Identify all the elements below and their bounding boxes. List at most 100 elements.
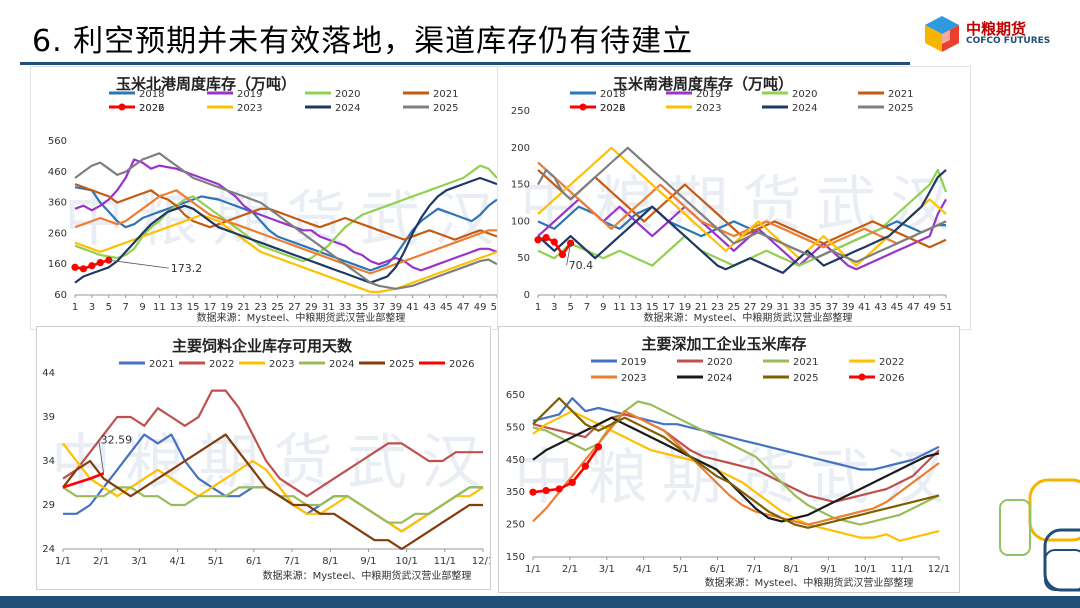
x-tick-label: 5/1 <box>208 556 224 567</box>
x-tick-label: 27 <box>744 302 757 313</box>
y-tick-label: 550 <box>506 422 525 433</box>
x-tick-label: 11 <box>153 302 166 313</box>
legend-label: 2024 <box>707 373 732 384</box>
x-tick-label: 41 <box>406 302 419 313</box>
series-point-2026 <box>542 233 550 242</box>
y-tick-label: 0 <box>524 290 530 301</box>
legend-label: 2023 <box>621 373 646 384</box>
x-tick-label: 45 <box>440 302 453 313</box>
legend-label: 2026 <box>600 103 625 114</box>
x-tick-label: 9/1 <box>820 564 836 575</box>
x-tick-label: 27 <box>288 302 301 313</box>
series-point-2026 <box>105 256 113 264</box>
y-tick-label: 250 <box>511 106 530 117</box>
legend-label: 2026 <box>449 359 474 370</box>
logo-text-en: COFCO FUTURES <box>966 36 1051 46</box>
legend-label: 2024 <box>329 359 354 370</box>
x-tick-label: 23 <box>254 302 267 313</box>
legend-label: 2020 <box>335 89 360 100</box>
series-line-2025 <box>74 152 498 290</box>
x-tick-label: 43 <box>423 302 436 313</box>
series-line-2020 <box>74 164 498 263</box>
y-tick-label: 34 <box>42 456 55 467</box>
corner-decoration <box>999 478 1080 592</box>
legend-marker <box>579 103 587 111</box>
y-tick-label: 24 <box>42 544 55 555</box>
legend-marker <box>858 373 866 381</box>
x-tick-label: 37 <box>825 302 838 313</box>
series-point-2026 <box>567 239 575 247</box>
x-tick-label: 11 <box>613 302 626 313</box>
x-tick-label: 43 <box>874 302 887 313</box>
bottom-bar <box>0 596 1080 608</box>
series-line-2025 <box>537 146 947 263</box>
x-tick-label: 31 <box>322 302 335 313</box>
series-line-2021 <box>74 183 498 241</box>
x-tick-label: 5 <box>567 302 573 313</box>
legend-marker <box>118 103 126 111</box>
x-tick-label: 29 <box>760 302 773 313</box>
chart-panel-deep: 中粮期货武汉 主要深加工企业玉米库存 2019 2020 2021 2022 2023 202… <box>498 326 960 593</box>
legend-label: 2021 <box>888 89 913 100</box>
logo-text-cn: 中粮期货 <box>966 20 1027 38</box>
series-line-2024 <box>74 176 498 284</box>
series-line-2022 <box>532 410 940 542</box>
y-tick-label: 350 <box>506 487 525 498</box>
legend-label: 2021 <box>149 359 174 370</box>
company-logo: 中粮期货 COFCO FUTURES <box>922 14 1062 62</box>
source-note-deep: 数据来源：Mysteel、中粮期货武汉营业部整理 <box>705 576 914 589</box>
series-line-2024 <box>537 169 947 274</box>
y-tick-label: 50 <box>517 253 530 264</box>
x-tick-label: 15 <box>646 302 659 313</box>
x-tick-label: 21 <box>237 302 250 313</box>
legend-label: 2018 <box>600 89 625 100</box>
legend-label: 2019 <box>696 89 721 100</box>
chart-title-deep: 主要深加工企业玉米库存 <box>641 335 806 353</box>
chart-title-south: 玉米南港周度库存（万吨） <box>613 75 793 93</box>
annotation-leader <box>566 243 572 266</box>
y-tick-label: 200 <box>511 143 530 154</box>
x-tick-label: 12/1 <box>472 556 490 567</box>
legend-label: 2025 <box>793 373 818 384</box>
x-tick-label: 15 <box>187 302 200 313</box>
title-underline <box>20 62 910 65</box>
legend-label: 2026 <box>139 103 164 114</box>
legend-label: 2022 <box>879 357 904 368</box>
x-tick-label: 9 <box>139 302 145 313</box>
x-tick-label: 45 <box>891 302 904 313</box>
y-tick-label: 650 <box>506 390 525 401</box>
series-point-2026 <box>568 478 576 487</box>
y-tick-label: 150 <box>511 180 530 191</box>
y-tick-label: 60 <box>54 290 67 301</box>
series-line-2023 <box>537 146 947 267</box>
series-point-2026 <box>534 236 542 244</box>
series-line-2026 <box>62 472 105 489</box>
x-tick-label: 19 <box>679 302 692 313</box>
series-point-2026 <box>542 486 550 495</box>
x-tick-label: 23 <box>711 302 724 313</box>
x-tick-label: 51 <box>940 302 953 313</box>
y-tick-label: 250 <box>506 520 525 531</box>
series-line-2025 <box>532 397 940 529</box>
y-tick-label: 150 <box>506 552 525 563</box>
legend-label: 2018 <box>139 89 164 100</box>
legend-label: 2022 <box>600 103 625 114</box>
series-line-2019 <box>537 198 947 271</box>
x-tick-label: 5/1 <box>673 564 689 575</box>
series-line-2024 <box>532 416 940 523</box>
series-point-2026 <box>71 263 79 271</box>
legend-label: 2025 <box>389 359 414 370</box>
x-tick-label: 5 <box>106 302 112 313</box>
series-point-2026 <box>555 485 563 493</box>
logo-cube-icon <box>925 16 959 52</box>
legend-label: 2022 <box>209 359 234 370</box>
chart-title-north: 玉米北港周度库存（万吨） <box>116 75 296 93</box>
series-point-2026 <box>96 259 104 267</box>
chart-panel-south: 中粮期货武汉 玉米南港周度库存（万吨） 2018 2019 2020 2021 2022 20… <box>497 66 971 330</box>
series-line-2018 <box>74 186 498 272</box>
legend-label: 2023 <box>696 103 721 114</box>
chart-panel-north: 中粮期货武汉 玉米北港周度库存（万吨） 2018 2019 2020 2021 2022 20… <box>30 66 517 330</box>
legend-label: 2019 <box>621 357 646 368</box>
x-tick-label: 47 <box>457 302 470 313</box>
